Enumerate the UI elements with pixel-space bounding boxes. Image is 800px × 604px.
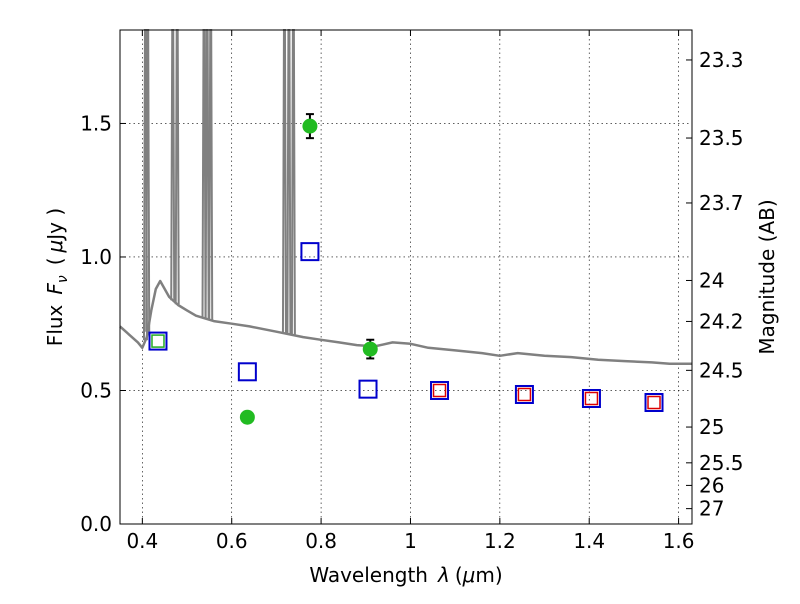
x-tick-label: 0.8 [305,529,337,553]
right-tick-label: 26 [699,473,724,497]
y-tick-label: 1.5 [80,111,112,135]
y-tick-label: 0.0 [80,512,112,536]
x-tick-label: 0.6 [216,529,248,553]
right-tick-label: 24.5 [699,358,744,382]
y-axis-left-label: Flux Fν ( μJy ) [43,208,71,346]
y-tick-label: 0.5 [80,378,112,402]
x-axis-label-symbol: λ [437,563,450,587]
model-photometry-square [581,388,601,408]
y-axis-left-label-prefix: Flux [43,304,67,346]
observed-point [239,409,255,425]
model-photometry-square [644,393,664,413]
model-photometry-square [358,379,378,399]
red-inner-square [584,391,599,406]
x-axis-label-unit-open: ( [455,563,463,587]
points-layer [148,113,664,425]
right-tick-label: 27 [699,497,724,521]
right-tick-label: 24.2 [699,309,744,333]
x-axis-label: Wavelength λ (μm) [309,563,502,587]
model-photometry-square [148,331,168,351]
x-tick-label: 1.4 [573,529,605,553]
x-tick-label: 1.6 [663,529,695,553]
x-tick-label: 1.2 [484,529,516,553]
right-tick-label: 25 [699,415,724,439]
spectrum-continuum [119,279,692,366]
observed-point [362,341,378,357]
y-axis-left-label-sub: ν [55,275,71,283]
right-tick-label: 23.3 [699,48,744,72]
ticks-layer: 0.4 0.6 0.8 1 1.2 1.4 1.6 0.0 0.5 1.0 1.5 23.3 23.5 2… [80,30,744,553]
right-tick-label: 23.5 [699,126,744,150]
y-axis-right-label: Magnitude (AB) [755,199,779,354]
x-axis-label-unit-rest: m) [475,563,502,587]
red-inner-square [432,383,447,398]
model-photometry-square [514,384,534,404]
plot-frame [119,29,693,525]
x-tick-label: 0.4 [126,529,158,553]
y-axis-left-label-unit-mu: μ [43,240,67,254]
x-axis-label-unit-mu: μ [462,563,476,587]
right-tick-label: 24 [699,268,724,292]
red-inner-square [517,387,532,402]
y-axis-left-label-unit-rest: Jy ) [43,208,67,242]
observed-point [302,118,318,134]
model-photometry-square [300,242,320,262]
right-tick-label: 25.5 [699,451,744,475]
right-tick-label: 23.7 [699,191,744,215]
x-axis-label-text: Wavelength [309,563,428,587]
model-photometry-square [430,380,450,400]
x-tick-label: 1 [404,529,417,553]
red-inner-square [647,395,661,410]
y-axis-left-label-unit-open: ( [43,257,67,265]
y-axis-left-label-symbol: F [43,283,67,295]
y-tick-label: 1.0 [80,245,112,269]
green-inner-square [151,334,165,348]
model-photometry-square [237,362,257,382]
